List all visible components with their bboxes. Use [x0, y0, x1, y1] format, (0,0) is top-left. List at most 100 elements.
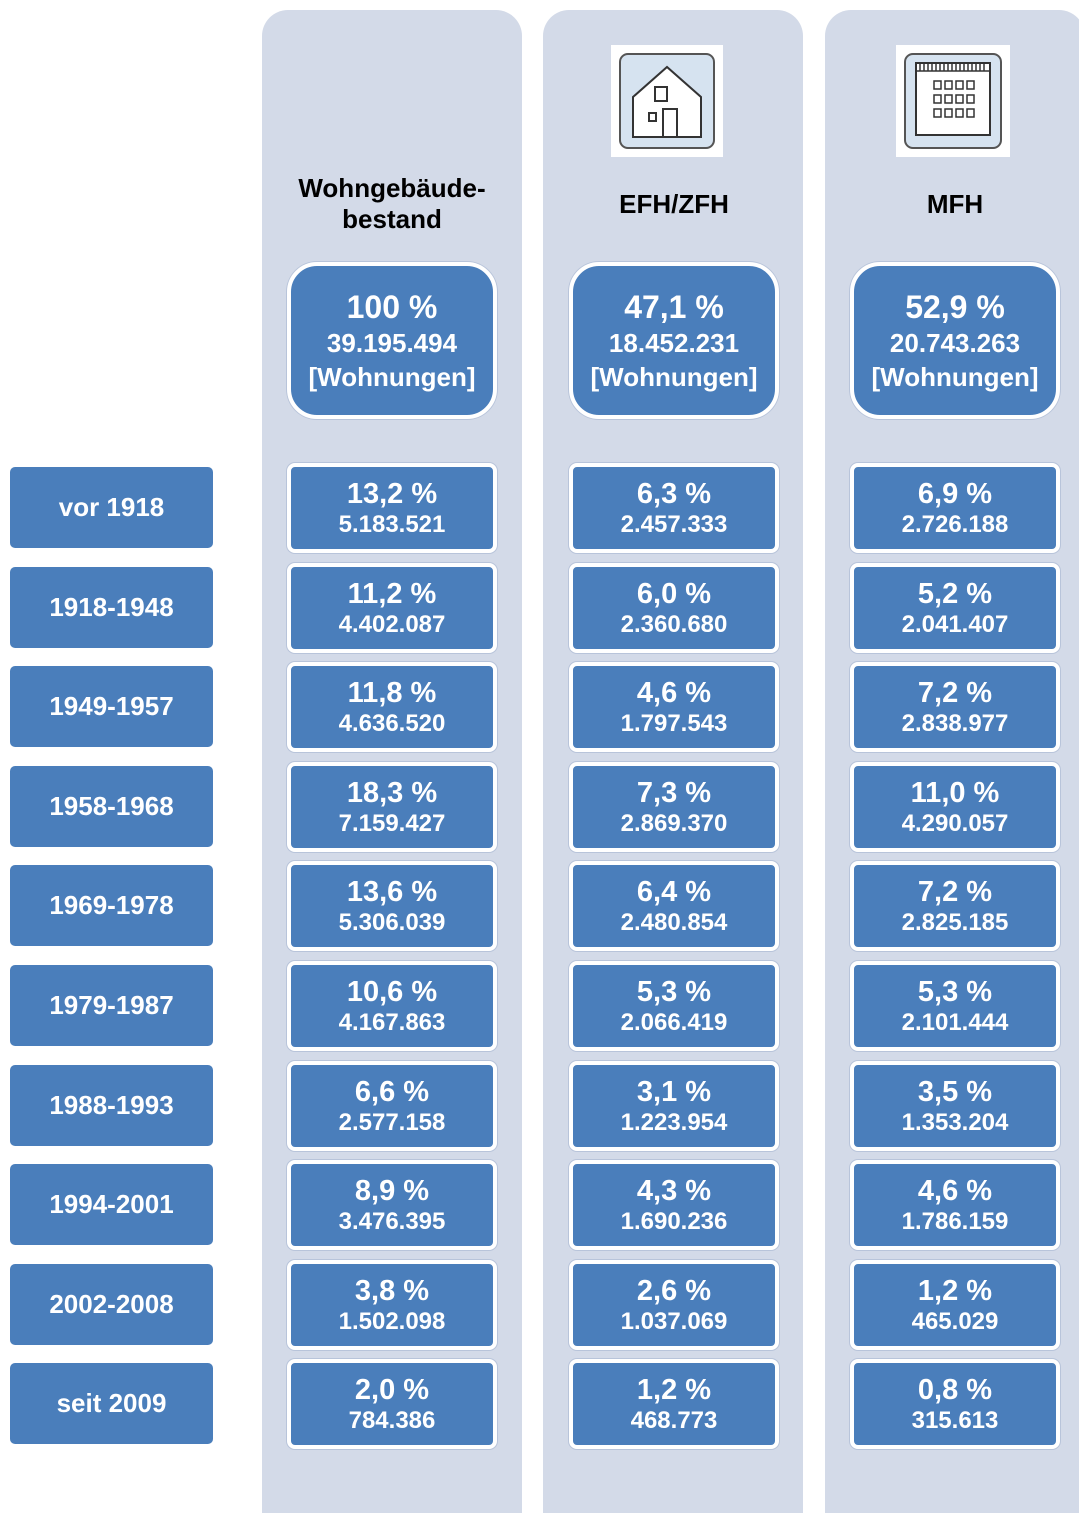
period-label: 1949-1957	[10, 666, 213, 748]
cell-percent: 6,4 %	[636, 876, 712, 909]
cell-percent: 1,2 %	[917, 1274, 993, 1307]
cell-count: 2.726.188	[901, 511, 1009, 538]
cell-percent: 4,6 %	[917, 1175, 993, 1208]
cell-percent: 3,5 %	[917, 1075, 993, 1108]
period-label: 1969-1978	[10, 865, 213, 947]
cell-count: 2.066.419	[620, 1009, 728, 1036]
column-header: MFH	[830, 189, 1079, 220]
cell-count: 468.773	[630, 1407, 718, 1435]
cell-percent: 3,8 %	[354, 1274, 430, 1307]
cell-percent: 18,3 %	[346, 776, 438, 809]
cell-count: 315.613	[911, 1407, 999, 1435]
data-cell: 18,3 % 7.159.427	[287, 761, 497, 852]
cell-count: 3.476.395	[338, 1208, 446, 1236]
data-cell: 4,6 % 1.797.543	[569, 662, 779, 753]
data-cell: 5,3 % 2.066.419	[569, 961, 779, 1051]
total-count: 18.452.231	[608, 327, 740, 358]
data-cell: 11,2 % 4.402.087	[287, 562, 497, 653]
data-cell: 3,8 % 1.502.098	[287, 1259, 497, 1350]
cell-count: 2.869.370	[620, 809, 728, 837]
cell-count: 2.101.444	[901, 1009, 1009, 1036]
cell-count: 1.797.543	[620, 710, 728, 738]
data-cell: 1,2 % 465.029	[850, 1259, 1060, 1350]
cell-count: 2.457.333	[620, 511, 728, 538]
cell-count: 465.029	[911, 1307, 999, 1335]
cell-percent: 7,2 %	[917, 677, 993, 710]
data-cell: 6,3 % 2.457.333	[569, 463, 779, 553]
cell-percent: 11,8 %	[347, 677, 437, 710]
period-label: 1918-1948	[10, 566, 213, 648]
cell-percent: 5,3 %	[917, 976, 993, 1008]
total-percent: 100 %	[346, 288, 438, 325]
period-label: seit 2009	[10, 1363, 213, 1445]
data-cell: 13,2 % 5.183.521	[287, 463, 497, 553]
cell-count: 4.402.087	[338, 610, 446, 638]
apartment-icon	[896, 45, 1010, 157]
data-cell: 8,9 % 3.476.395	[287, 1160, 497, 1251]
total-unit: [Wohnungen]	[308, 361, 476, 392]
cell-count: 1.502.098	[338, 1307, 446, 1335]
period-label: 1958-1968	[10, 765, 213, 847]
cell-count: 2.360.680	[620, 610, 728, 638]
cell-percent: 4,3 %	[636, 1175, 712, 1208]
cell-count: 1.223.954	[620, 1108, 728, 1136]
data-cell: 4,6 % 1.786.159	[850, 1160, 1060, 1251]
cell-percent: 5,2 %	[917, 577, 993, 610]
data-cell: 2,6 % 1.037.069	[569, 1259, 779, 1350]
cell-percent: 13,6 %	[346, 876, 438, 909]
data-cell: 6,9 % 2.726.188	[850, 463, 1060, 553]
total-box: 52,9 % 20.743.263 [Wohnungen]	[850, 262, 1060, 419]
header-line: bestand	[342, 204, 442, 234]
cell-count: 2.825.185	[901, 909, 1009, 937]
data-cell: 0,8 % 315.613	[850, 1359, 1060, 1450]
cell-count: 1.690.236	[620, 1208, 728, 1236]
cell-percent: 13,2 %	[346, 478, 438, 510]
cell-count: 2.577.158	[338, 1108, 446, 1136]
cell-percent: 2,6 %	[636, 1274, 712, 1307]
cell-percent: 6,6 %	[354, 1075, 430, 1108]
data-cell: 7,3 % 2.869.370	[569, 761, 779, 852]
total-count: 20.743.263	[889, 327, 1021, 358]
cell-percent: 5,3 %	[636, 976, 712, 1008]
cell-percent: 11,2 %	[347, 577, 437, 610]
total-box: 47,1 % 18.452.231 [Wohnungen]	[569, 262, 779, 419]
cell-percent: 7,3 %	[636, 776, 712, 809]
data-cell: 1,2 % 468.773	[569, 1359, 779, 1450]
data-cell: 2,0 % 784.386	[287, 1359, 497, 1450]
period-label: vor 1918	[10, 467, 213, 548]
column-header: Wohngebäude-bestand	[267, 173, 517, 235]
period-label: 1979-1987	[10, 965, 213, 1046]
cell-count: 7.159.427	[338, 809, 446, 837]
cell-percent: 10,6 %	[346, 976, 438, 1008]
cell-count: 5.306.039	[338, 909, 446, 937]
column-header: EFH/ZFH	[549, 189, 799, 220]
cell-count: 1.786.159	[901, 1208, 1009, 1236]
data-cell: 11,0 % 4.290.057	[850, 761, 1060, 852]
cell-count: 1.353.204	[901, 1108, 1009, 1136]
total-percent: 47,1 %	[624, 288, 724, 325]
data-cell: 13,6 % 5.306.039	[287, 861, 497, 952]
period-label: 2002-2008	[10, 1263, 213, 1345]
data-cell: 11,8 % 4.636.520	[287, 662, 497, 753]
cell-count: 2.838.977	[901, 710, 1009, 738]
cell-percent: 7,2 %	[917, 876, 993, 909]
total-box: 100 % 39.195.494 [Wohnungen]	[287, 262, 497, 419]
house-icon	[611, 45, 723, 157]
data-cell: 5,3 % 2.101.444	[850, 961, 1060, 1051]
header-line: Wohngebäude-	[298, 173, 486, 203]
data-cell: 6,0 % 2.360.680	[569, 562, 779, 653]
data-cell: 3,1 % 1.223.954	[569, 1060, 779, 1151]
data-cell: 10,6 % 4.167.863	[287, 961, 497, 1051]
cell-percent: 4,6 %	[636, 677, 712, 710]
total-count: 39.195.494	[326, 327, 458, 358]
data-cell: 5,2 % 2.041.407	[850, 562, 1060, 653]
cell-percent: 6,9 %	[917, 478, 993, 510]
cell-percent: 3,1 %	[636, 1075, 712, 1108]
cell-count: 2.041.407	[901, 610, 1009, 638]
header-line: EFH/ZFH	[619, 188, 729, 219]
cell-count: 2.480.854	[620, 909, 728, 937]
cell-count: 4.167.863	[338, 1009, 446, 1036]
cell-percent: 2,0 %	[354, 1374, 430, 1407]
period-label: 1988-1993	[10, 1064, 213, 1146]
